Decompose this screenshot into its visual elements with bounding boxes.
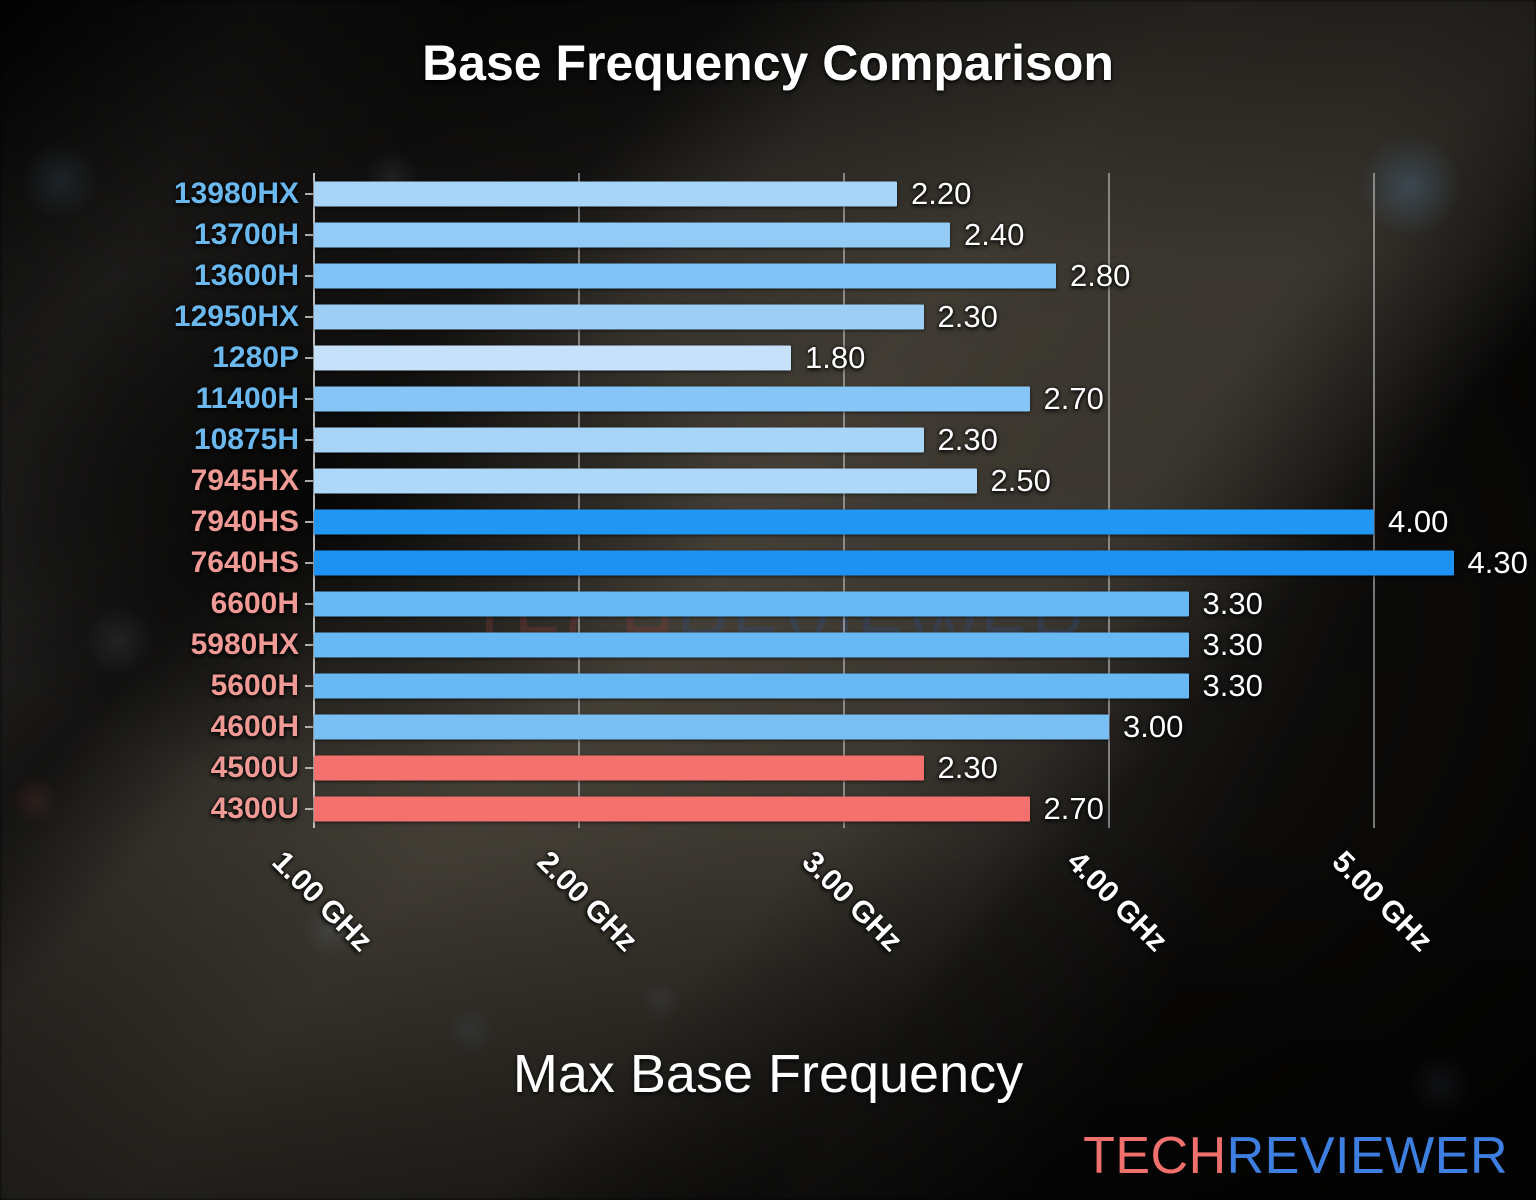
- gridline-500: [1373, 173, 1375, 828]
- bar-5980HX: [314, 632, 1189, 657]
- chart-title: Base Frequency Comparison: [422, 35, 1114, 91]
- x-tick-label-200: 2.00 GHz: [530, 845, 644, 958]
- bar-value-10875H: 2.30: [937, 421, 998, 457]
- bar-value-7940HS: 4.00: [1388, 503, 1449, 539]
- brand-logo: TECHREVIEWER: [1083, 1126, 1508, 1186]
- bar-row: 5600H 3.30: [0, 665, 1536, 706]
- category-label-10875H: 10875H: [193, 422, 299, 456]
- bar-1280P: [314, 345, 791, 370]
- bar-row: 7640HS 4.30: [0, 542, 1536, 583]
- bar-13700H: [314, 222, 950, 247]
- bar-4300U: [314, 796, 1030, 821]
- y-tickmark: [305, 438, 314, 441]
- y-tickmark: [305, 479, 314, 482]
- bar-7640HS: [314, 550, 1454, 575]
- brand-tech: TECH: [1083, 1127, 1227, 1185]
- bar-row: 5980HX 3.30: [0, 624, 1536, 665]
- y-tickmark: [305, 397, 314, 400]
- bar-7945HX: [314, 468, 977, 493]
- bar-row: 4500U 2.30: [0, 747, 1536, 788]
- category-label-5600H: 5600H: [210, 668, 299, 702]
- y-tickmark: [305, 766, 314, 769]
- brand-reviewer: REVIEWER: [1226, 1127, 1508, 1185]
- bar-13980HX: [314, 181, 897, 206]
- category-label-12950HX: 12950HX: [173, 299, 299, 333]
- category-label-4500U: 4500U: [210, 750, 299, 784]
- bar-row: 10875H 2.30: [0, 419, 1536, 460]
- y-tickmark: [305, 684, 314, 687]
- bar-value-13600H: 2.80: [1070, 257, 1131, 293]
- y-tickmark: [305, 356, 314, 359]
- bar-11400H: [314, 386, 1030, 411]
- bar-7940HS: [314, 509, 1374, 534]
- bar-value-4300U: 2.70: [1043, 790, 1104, 826]
- bar-value-5600H: 3.30: [1202, 667, 1263, 703]
- y-tickmark: [305, 274, 314, 277]
- bar-row: 7945HX 2.50: [0, 460, 1536, 501]
- x-axis-label: Max Base Frequency: [512, 1044, 1024, 1104]
- bar-5600H: [314, 673, 1189, 698]
- bar-row: 11400H 2.70: [0, 378, 1536, 419]
- category-label-6600H: 6600H: [210, 586, 299, 620]
- bar-value-13700H: 2.40: [964, 216, 1025, 252]
- bar-4500U: [314, 755, 924, 780]
- x-tick-label-100: 1.00 GHz: [265, 845, 379, 958]
- y-tickmark: [305, 561, 314, 564]
- category-label-5980HX: 5980HX: [190, 627, 299, 661]
- bar-value-12950HX: 2.30: [937, 298, 998, 334]
- bar-row: 13980HX 2.20: [0, 173, 1536, 214]
- category-label-13980HX: 13980HX: [173, 176, 299, 210]
- bar-row: 6600H 3.30: [0, 583, 1536, 624]
- gridline-100: [313, 173, 315, 828]
- bar-row: 7940HS 4.00: [0, 501, 1536, 542]
- category-label-7640HS: 7640HS: [190, 545, 299, 579]
- category-label-13600H: 13600H: [193, 258, 299, 292]
- x-tick-label-500: 5.00 GHz: [1325, 845, 1439, 958]
- category-label-4600H: 4600H: [210, 709, 299, 743]
- bar-value-1280P: 1.80: [805, 339, 866, 375]
- bar-12950HX: [314, 304, 924, 329]
- bar-13600H: [314, 263, 1056, 288]
- bar-value-4600H: 3.00: [1123, 708, 1184, 744]
- category-label-13700H: 13700H: [193, 217, 299, 251]
- category-label-7945HX: 7945HX: [190, 463, 299, 497]
- bar-value-7945HX: 2.50: [990, 462, 1051, 498]
- bar-row: 4600H 3.00: [0, 706, 1536, 747]
- y-tickmark: [305, 602, 314, 605]
- bar-row: 12950HX 2.30: [0, 296, 1536, 337]
- x-tick-label-400: 4.00 GHz: [1060, 845, 1174, 958]
- y-tickmark: [305, 807, 314, 810]
- bar-10875H: [314, 427, 924, 452]
- y-tickmark: [305, 643, 314, 646]
- gridline-300: [843, 173, 845, 828]
- bar-value-4500U: 2.30: [937, 749, 998, 785]
- y-tickmark: [305, 192, 314, 195]
- bar-row: 13700H 2.40: [0, 214, 1536, 255]
- y-tickmark: [305, 233, 314, 236]
- y-tickmark: [305, 725, 314, 728]
- category-label-7940HS: 7940HS: [190, 504, 299, 538]
- gridline-400: [1108, 173, 1110, 828]
- bar-row: 4300U 2.70: [0, 788, 1536, 829]
- bar-value-7640HS: 4.30: [1467, 544, 1528, 580]
- category-label-4300U: 4300U: [210, 791, 299, 825]
- bar-value-13980HX: 2.20: [911, 175, 972, 211]
- bar-value-6600H: 3.30: [1202, 585, 1263, 621]
- bar-value-11400H: 2.70: [1043, 380, 1104, 416]
- y-tickmark: [305, 315, 314, 318]
- category-label-11400H: 11400H: [195, 381, 299, 415]
- bar-row: 1280P 1.80: [0, 337, 1536, 378]
- category-label-1280P: 1280P: [212, 340, 299, 374]
- bar-4600H: [314, 714, 1109, 739]
- bar-row: 13600H 2.80: [0, 255, 1536, 296]
- x-tick-label-300: 3.00 GHz: [795, 845, 909, 958]
- bar-6600H: [314, 591, 1189, 616]
- bar-value-5980HX: 3.30: [1202, 626, 1263, 662]
- gridline-200: [578, 173, 580, 828]
- y-tickmark: [305, 520, 314, 523]
